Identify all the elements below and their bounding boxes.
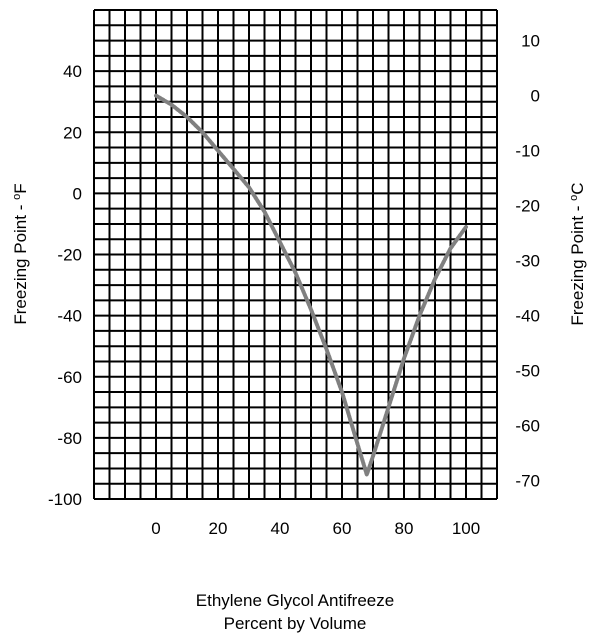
x-tick-label: 80 [395,519,414,538]
right-y-tick-label: -70 [515,472,540,491]
x-axis-ticks: 0 20 40 60 80 100 [151,519,480,538]
right-y-tick-label: -40 [515,307,540,326]
left-y-tick-label: -20 [57,246,82,265]
x-tick-label: 20 [209,519,228,538]
right-y-tick-label: -60 [515,417,540,436]
right-y-tick-label: -30 [515,252,540,271]
left-y-axis-label: Freezing Point - oF [11,183,30,324]
left-y-tick-label: -100 [48,490,82,509]
x-tick-label: 40 [271,519,290,538]
right-y-tick-label: 0 [531,87,540,106]
left-y-axis-ticks: -100 -80 -60 -40 -20 0 20 40 [48,62,82,509]
x-tick-label: 0 [151,519,160,538]
chart-grid [93,9,498,500]
right-y-tick-label: -20 [515,197,540,216]
left-y-tick-label: -60 [57,368,82,387]
left-y-tick-label: -40 [57,307,82,326]
x-tick-label: 100 [452,519,480,538]
right-y-tick-label: 10 [521,32,540,51]
left-y-tick-label: 20 [63,123,82,142]
right-y-tick-label: -10 [515,142,540,161]
left-y-tick-label: -80 [57,429,82,448]
right-y-axis-label: Freezing Point - oC [568,182,587,325]
x-axis-label-line-2: Percent by Volume [223,614,367,633]
left-y-tick-label: 40 [63,62,82,81]
x-tick-label: 60 [333,519,352,538]
freezing-point-curve [154,93,468,477]
right-y-tick-label: -50 [515,362,540,381]
chart-series [154,93,468,477]
left-y-tick-label: 0 [73,184,82,203]
x-axis-label-line-1: Ethylene Glycol Antifreeze [195,591,395,610]
right-y-axis-ticks: 10 0 -10 -20 -30 -40 -50 -60 -70 [515,32,540,491]
